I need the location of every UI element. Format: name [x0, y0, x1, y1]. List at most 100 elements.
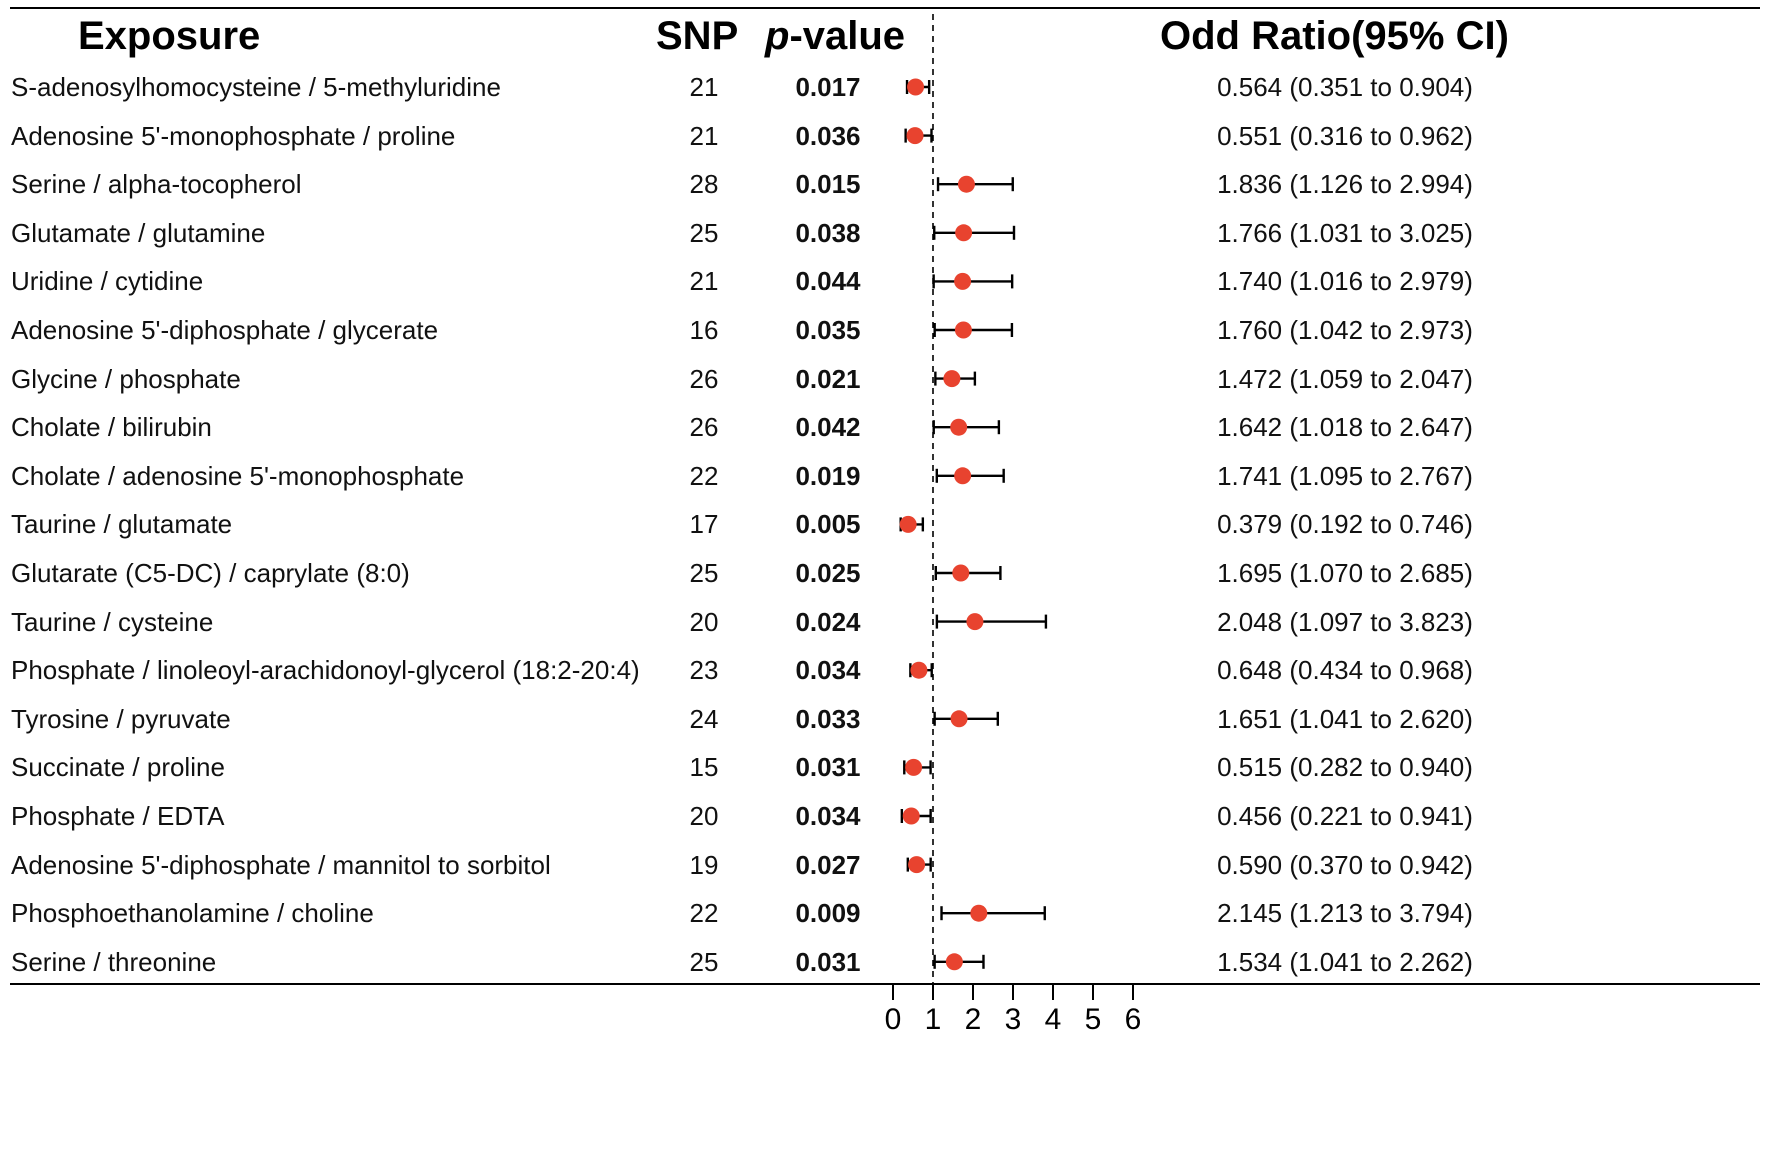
exposure-cell: Taurine / cysteine	[11, 606, 214, 637]
snp-cell: 17	[689, 509, 719, 540]
x-tick-label: 1	[925, 1003, 942, 1036]
odds-ratio-cell: 1.651 (1.041 to 2.620)	[1217, 703, 1473, 734]
header-snp: SNP	[656, 14, 739, 58]
x-tick-label: 2	[965, 1003, 982, 1036]
pvalue-cell: 0.035	[795, 315, 861, 345]
header-exposure: Exposure	[78, 14, 261, 58]
snp-cell: 16	[689, 315, 719, 345]
odds-ratio-cell: 1.740 (1.016 to 2.979)	[1217, 266, 1473, 297]
exposure-cell: Phosphate / linoleoyl-arachidonoyl-glyce…	[11, 655, 640, 686]
header-pvalue-italic: p	[765, 14, 790, 58]
snp-cell: 24	[689, 703, 719, 734]
odds-ratio-point	[954, 272, 972, 290]
snp-cell: 25	[689, 558, 719, 588]
table-row: Glutamate / glutamine 25 0.038 1.766 (1.031…	[0, 209, 1772, 257]
snp-cell: 20	[689, 801, 719, 831]
odds-ratio-point	[910, 661, 928, 679]
pvalue-cell: 0.044	[795, 266, 861, 297]
odds-ratio-cell: 0.515 (0.282 to 0.940)	[1217, 752, 1473, 783]
snp-cell: 15	[689, 752, 719, 783]
snp-cell: 20	[689, 606, 719, 637]
x-tick-label: 4	[1045, 1003, 1062, 1036]
table-row: Succinate / proline 15 0.031 0.515 (0.282 t…	[0, 743, 1772, 791]
header-odds-ratio: Odd Ratio(95% CI)	[1160, 14, 1509, 58]
odds-ratio-point	[906, 127, 924, 145]
odds-ratio-point	[954, 321, 972, 339]
odds-ratio-cell: 0.551 (0.316 to 0.962)	[1217, 120, 1473, 151]
table-row: Adenosine 5'-monophosphate / proline 21 0.…	[0, 112, 1772, 160]
snp-cell: 22	[689, 460, 719, 491]
pvalue-cell: 0.042	[795, 412, 861, 443]
exposure-cell: Taurine / glutamate	[11, 509, 233, 540]
snp-cell: 28	[689, 169, 719, 200]
exposure-cell: Uridine / cytidine	[11, 266, 204, 297]
table-row: Glycine / phosphate 26 0.021 1.472 (1.059 t…	[0, 355, 1772, 403]
table-row: Tyrosine / pyruvate 24 0.033 1.651 (1.041 t…	[0, 695, 1772, 743]
odds-ratio-cell: 1.760 (1.042 to 2.973)	[1217, 315, 1473, 345]
odds-ratio-point	[957, 175, 975, 193]
odds-ratio-point	[943, 370, 961, 388]
snp-cell: 21	[689, 72, 719, 102]
x-tick-label: 6	[1125, 1003, 1142, 1036]
table-row: Serine / alpha-tocopherol 28 0.015 1.836 (1…	[0, 160, 1772, 208]
odds-ratio-cell: 2.048 (1.097 to 3.823)	[1217, 606, 1473, 637]
exposure-cell: Glutarate (C5-DC) / caprylate (8:0)	[11, 558, 410, 588]
table-row: Serine / threonine 25 0.031 1.534 (1.041 to…	[0, 938, 1772, 986]
exposure-cell: S-adenosylhomocysteine / 5-methyluridine	[11, 72, 501, 102]
pvalue-cell: 0.005	[795, 509, 861, 540]
table-row: Taurine / glutamate 17 0.005 0.379 (0.192 t…	[0, 500, 1772, 548]
exposure-cell: Glycine / phosphate	[11, 363, 241, 394]
exposure-cell: Phosphate / EDTA	[11, 801, 225, 831]
pvalue-cell: 0.019	[795, 460, 861, 491]
odds-ratio-point	[902, 807, 920, 825]
pvalue-cell: 0.021	[795, 363, 861, 394]
table-row: Glutarate (C5-DC) / caprylate (8:0) 25 0.0…	[0, 549, 1772, 597]
odds-ratio-cell: 1.534 (1.041 to 2.262)	[1217, 946, 1473, 977]
snp-cell: 21	[689, 266, 719, 297]
odds-ratio-cell: 0.564 (0.351 to 0.904)	[1217, 72, 1473, 102]
pvalue-cell: 0.031	[795, 946, 861, 977]
table-row: Adenosine 5'-diphosphate / glycerate 16 0.…	[0, 306, 1772, 354]
exposure-cell: Glutamate / glutamine	[11, 217, 266, 248]
table-row: Uridine / cytidine 21 0.044 1.740 (1.016 to…	[0, 257, 1772, 305]
odds-ratio-cell: 1.766 (1.031 to 3.025)	[1217, 217, 1473, 248]
odds-ratio-point	[954, 467, 972, 485]
pvalue-cell: 0.027	[795, 849, 861, 880]
pvalue-cell: 0.024	[795, 606, 861, 637]
snp-cell: 21	[689, 120, 719, 151]
odds-ratio-point	[970, 904, 988, 922]
odds-ratio-point	[952, 564, 970, 582]
table-row: Taurine / cysteine 20 0.024 2.048 (1.097 to…	[0, 598, 1772, 646]
odds-ratio-cell: 0.590 (0.370 to 0.942)	[1217, 849, 1473, 880]
pvalue-cell: 0.031	[795, 752, 861, 783]
odds-ratio-point	[966, 613, 984, 631]
pvalue-cell: 0.036	[795, 120, 861, 151]
odds-ratio-point	[899, 515, 917, 533]
x-tick-label: 0	[885, 1003, 902, 1036]
exposure-cell: Adenosine 5'-diphosphate / mannitol to s…	[11, 849, 551, 880]
pvalue-cell: 0.034	[795, 801, 861, 831]
odds-ratio-cell: 2.145 (1.213 to 3.794)	[1217, 898, 1473, 929]
snp-cell: 19	[689, 849, 719, 880]
odds-ratio-point	[950, 710, 968, 728]
pvalue-cell: 0.034	[795, 655, 861, 686]
odds-ratio-point	[945, 953, 963, 971]
exposure-cell: Cholate / adenosine 5'-monophosphate	[11, 460, 465, 491]
snp-cell: 22	[689, 898, 719, 929]
odds-ratio-cell: 1.695 (1.070 to 2.685)	[1217, 558, 1473, 588]
odds-ratio-point	[955, 224, 973, 242]
odds-ratio-cell: 0.648 (0.434 to 0.968)	[1217, 655, 1473, 686]
table-row: Cholate / adenosine 5'-monophosphate 22 0.…	[0, 452, 1772, 500]
pvalue-cell: 0.009	[795, 898, 861, 929]
table-row: Phosphate / linoleoyl-arachidonoyl-glyce…	[0, 646, 1772, 694]
table-row: Cholate / bilirubin 26 0.042 1.642 (1.018 t…	[0, 403, 1772, 451]
odds-ratio-cell: 1.741 (1.095 to 2.767)	[1217, 460, 1473, 491]
table-row: Adenosine 5'-diphosphate / mannitol to s…	[0, 841, 1772, 889]
odds-ratio-cell: 1.836 (1.126 to 2.994)	[1217, 169, 1473, 200]
pvalue-cell: 0.038	[795, 217, 861, 248]
x-tick-label: 5	[1085, 1003, 1102, 1036]
x-tick-label: 3	[1005, 1003, 1022, 1036]
header-pvalue: p-value	[765, 12, 905, 60]
odds-ratio-point	[907, 78, 925, 96]
